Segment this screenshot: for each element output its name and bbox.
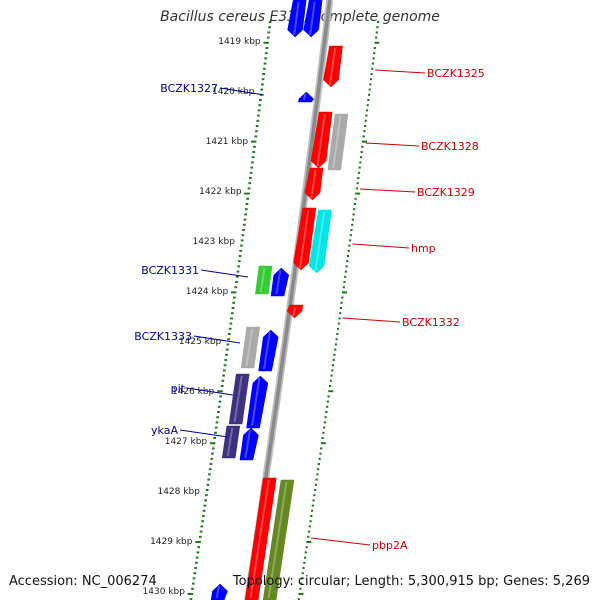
gene-label-line [352,243,410,249]
gene-label-line [179,429,229,438]
gene-highlight [299,209,310,269]
gene-feature-reverse [298,91,315,103]
gene-feature-reverse [258,329,279,372]
gene-label-line [186,387,234,396]
gene-highlight [310,169,317,199]
gene-label-line [359,188,416,193]
scale-label: 1420 kbp [212,87,255,97]
gene-feature-forward [308,209,332,274]
scale-ticks [187,21,380,600]
gene-highlight [251,377,261,427]
scale-label: 1419 kbp [218,37,261,47]
gene-feature-forward [262,479,295,600]
gene-highlight [314,211,326,272]
gene-highlight [215,585,221,599]
gene-feature-forward [304,167,324,201]
gene-feature-forward [293,207,317,271]
gene-highlight [303,93,307,101]
gene-highlight [249,479,270,599]
gene-feature-reverse [246,375,269,429]
gene-highlight [259,267,266,293]
gene-label-lines [179,69,426,546]
gene-highlight [328,47,337,86]
gene-label: pit [171,382,186,395]
gene-highlight [263,331,271,370]
gene-label-line [193,335,241,344]
scale-label: 1427 kbp [165,437,208,447]
gene-highlight [309,1,316,36]
gene-feature-reverse [228,373,250,425]
gene-feature-forward [323,45,343,88]
scale-label: 1428 kbp [157,487,200,497]
gene-labels: BCZK1325 BCZK1328 BCZK1329 hmp BCZK1332 pbp2A… [134,67,485,552]
gene-highlight [293,1,300,36]
topology-summary: Topology: circular; Length: 5,300,915 bp… [232,574,590,589]
scale-label: 1422 kbp [199,187,242,197]
gene-highlight [275,269,282,295]
gene-feature-forward [286,304,303,319]
gene-feature-reverse [255,265,273,295]
gene-label: ykaA [151,424,178,437]
gene-feature-forward [244,477,277,600]
gene-highlight [233,375,243,423]
gene-features [210,0,349,600]
gene-label: pbp2A [372,539,408,552]
gene-highlight [316,113,326,167]
scale-label: 1425 kbp [179,337,222,347]
gene-label: BCZK1325 [427,67,485,80]
gene-label: BCZK1331 [141,264,199,277]
gene-label-line [219,87,265,96]
gene-highlight [267,481,288,599]
gene-feature-reverse [221,425,241,459]
gene-feature-reverse [240,326,260,369]
gene-highlight [244,429,251,459]
scale-labels: 1419 kbp 1420 kbp 1421 kbp 1422 kbp 1423 kbp… [143,37,261,597]
gene-feature-reverse [287,0,307,38]
gene-label: BCZK1327 [160,82,218,95]
gene-feature-reverse [210,583,228,600]
gene-highlight [226,427,234,457]
scale-label: 1421 kbp [206,137,249,147]
gene-highlight [332,115,342,169]
accession-text: Accession: NC_006274 [9,574,157,589]
gene-feature-reverse [239,427,259,461]
scale-label: 1430 kbp [143,587,186,597]
gene-label-line [310,537,371,546]
gene-highlight [292,306,297,317]
scale-label: 1423 kbp [193,237,236,247]
scale-label: 1424 kbp [186,287,229,297]
gene-label-line [365,142,420,147]
gene-label: BCZK1333 [134,330,192,343]
scale-label: 1429 kbp [150,537,193,547]
gene-feature-forward [310,111,333,169]
gene-feature-reverse [303,0,323,38]
scale-label: 1426 kbp [172,387,215,397]
gene-label-line [342,317,401,323]
gene-label: BCZK1329 [417,186,475,199]
gene-label: BCZK1328 [421,140,479,153]
gene-label-line [375,69,426,74]
gene-label: BCZK1332 [402,316,460,329]
gene-highlight [245,328,254,367]
gene-label-line [200,269,249,278]
gene-feature-reverse [270,267,290,297]
gene-feature-forward [327,113,349,171]
gene-label: hmp [411,242,436,255]
